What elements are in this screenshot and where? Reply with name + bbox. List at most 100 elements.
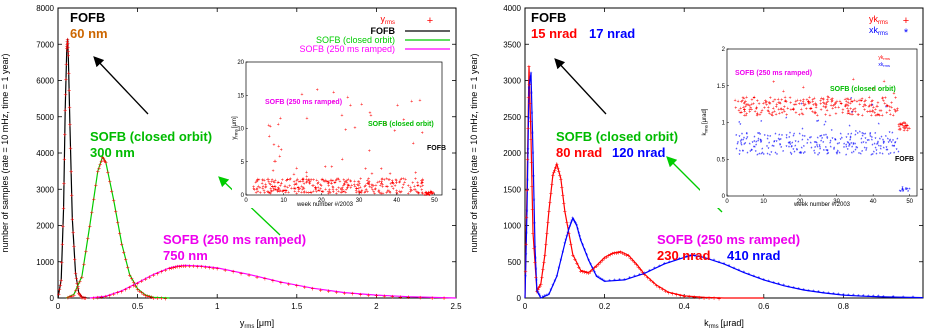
inset-point: + [303,189,306,195]
sample-marker: + [82,262,86,269]
sample-marker: + [666,290,670,297]
inset-point: + [885,111,888,117]
inset-point: + [845,102,848,108]
y-tick-label: 7000 [36,40,54,49]
inset-point: * [845,153,847,159]
inset-point: + [421,177,424,183]
inset-point: * [831,129,833,135]
inset-point: + [255,187,258,193]
inset-point: * [814,152,816,158]
inset-point: + [424,193,427,199]
inset-point: + [319,183,322,189]
sample-marker: + [65,44,69,51]
sample-marker: + [140,290,144,297]
sample-marker: * [713,259,716,266]
sample-marker: * [525,253,528,260]
inset-point: + [296,177,299,183]
inset-point: + [360,189,363,195]
sample-marker: + [132,280,136,287]
sample-marker: * [544,294,547,301]
sample-marker: * [697,254,700,261]
inset-point: + [396,191,399,197]
sample-marker: + [263,276,267,283]
sample-marker: * [533,222,536,229]
sample-marker: * [572,218,575,225]
inset-point: + [305,181,308,187]
inset-point: + [355,188,358,194]
right-inset-annotation-ramped: SOFB (250 ms ramped) [735,70,812,77]
inset-point: + [357,189,360,195]
sample-marker: * [534,245,537,252]
inset-point: + [269,191,272,197]
inset-point: + [340,190,343,196]
inset-point: + [743,113,746,119]
sample-marker: + [142,292,146,299]
sample-marker: + [57,291,61,298]
sample-marker: * [857,294,860,301]
sample-marker: + [587,271,591,278]
sample-marker: + [215,266,219,273]
sample-marker: * [643,271,646,278]
sample-marker: + [146,294,150,301]
inset-point: * [827,149,829,155]
inset-point: + [421,191,424,197]
inset-point: * [760,120,762,126]
inset-point: + [825,104,828,110]
inset-point: + [425,192,428,198]
inset-point: + [364,166,367,172]
sample-marker: * [782,284,785,291]
inset-point: + [749,105,752,111]
inset-point: + [394,184,397,190]
inset-point: + [862,104,865,110]
sample-marker: + [155,271,159,278]
inset-point: + [353,184,356,190]
sample-marker: * [565,234,568,241]
sample-marker: + [58,287,62,294]
sample-marker: + [65,41,69,48]
sample-marker: + [77,292,81,299]
inset-point: + [905,125,908,131]
inset-point: + [743,107,746,113]
inset-point: + [849,101,852,107]
inset-x-tick-label: 30 [356,198,363,204]
sample-marker: + [526,95,530,102]
inset-point: + [758,102,761,108]
sample-marker: * [542,295,545,302]
inset-point: + [429,191,432,197]
sample-marker: + [64,77,68,84]
inset-point: * [743,143,745,149]
inset-point: + [878,108,881,114]
inset-point: * [901,188,903,194]
inset-point: * [861,142,863,148]
inset-point: + [281,189,284,195]
inset-point: * [803,152,805,158]
sample-marker: + [66,37,70,44]
inset-point: * [786,134,788,140]
inset-point: + [413,187,416,193]
inset-point: + [826,108,829,114]
inset-point: * [818,152,820,158]
inset-point: + [332,190,335,196]
inset-point: + [813,96,816,102]
inset-point: + [756,98,759,104]
inset-point: + [325,179,328,185]
inset-point: + [305,174,308,180]
inset-point: + [363,185,366,191]
sample-marker: + [88,224,92,231]
inset-y-tick-label: 2 [722,47,726,53]
inset-point: + [876,104,879,110]
inset-point: + [414,171,417,177]
inset-point: + [903,128,906,134]
sample-marker: + [561,193,565,200]
inset-point: + [368,110,371,116]
sample-marker: * [528,86,531,93]
inset-point: + [270,180,273,186]
inset-point: + [346,186,349,192]
inset-point: * [849,143,851,149]
inset-point: + [880,109,883,115]
inset-point: * [880,145,882,151]
inset-point: * [786,145,788,151]
inset-point: + [431,191,434,197]
inset-point: + [365,187,368,193]
inset-point: * [817,146,819,152]
